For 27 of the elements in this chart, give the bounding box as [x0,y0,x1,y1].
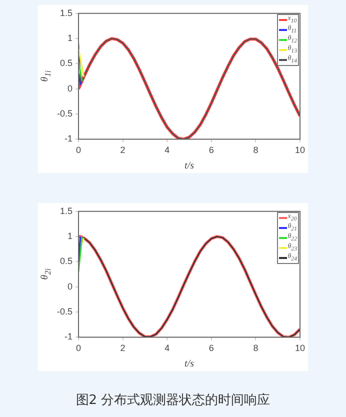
y-tick-label: 0 [67,281,73,292]
y-tick-label: -1 [64,332,73,342]
x-tick-label: 8 [253,145,258,156]
y-tick-label: 0.5 [60,256,73,266]
y-tick-label: 1 [67,231,73,242]
y-tick-label: -0.5 [56,108,73,119]
y-tick-label: -0.5 [56,306,73,317]
x-tick-label: 6 [208,343,214,354]
y-tick-label: 1.5 [60,206,73,216]
y-tick-label: 0 [67,83,73,94]
x-tick-label: 8 [253,343,258,354]
x-tick-label: 0 [76,145,82,156]
x-tick-label: 4 [164,145,170,156]
y-tick-label: 0.5 [60,58,73,68]
x-tick-label: 2 [120,343,126,354]
y-tick-label: 1 [67,33,73,44]
x-tick-label: 4 [164,343,170,354]
x-tick-label: 0 [76,343,82,354]
y-tick-label: 1.5 [60,8,73,18]
x-axis-title: t/s [184,160,194,172]
caption: 图2 分布式观测器状态的时间响应 [74,392,272,409]
x-tick-label: 2 [120,145,126,156]
x-axis-title: t/s [184,358,194,370]
x-tick-label: 10 [294,145,305,156]
x-tick-label: 10 [294,343,305,354]
x-tick-label: 6 [208,145,214,156]
y-tick-label: -1 [64,134,73,144]
